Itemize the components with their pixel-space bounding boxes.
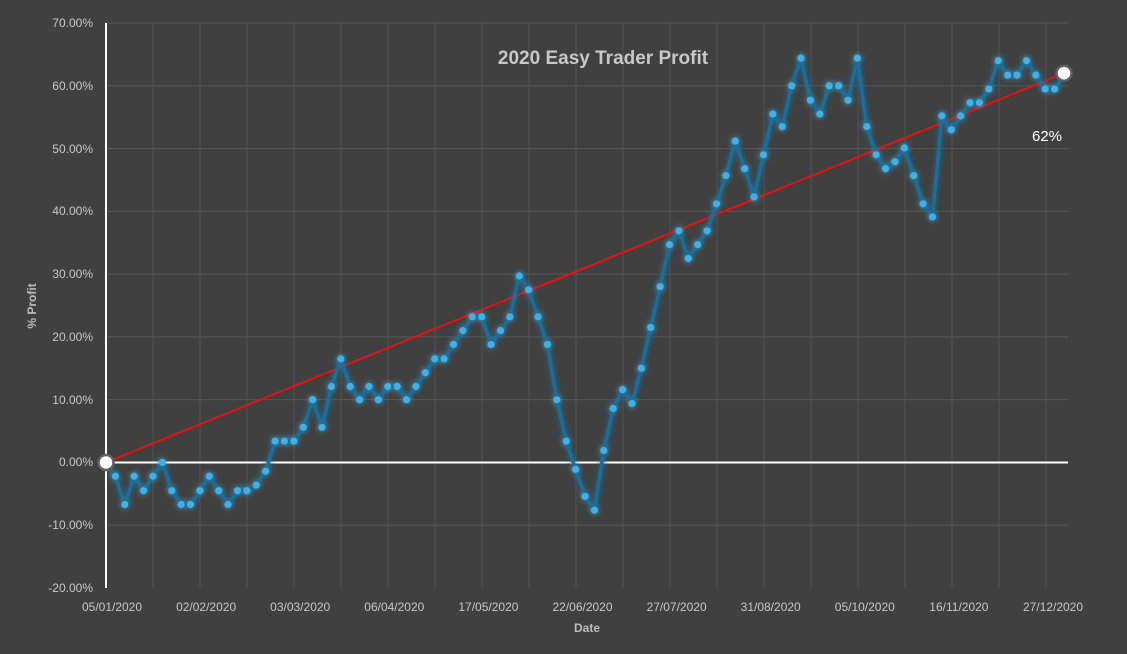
- y-tick-label: 20.00%: [52, 329, 93, 344]
- y-tick-label: 10.00%: [52, 392, 93, 407]
- y-tick-label: 0.00%: [58, 455, 93, 470]
- y-tick-label: 40.00%: [52, 204, 93, 219]
- x-tick-label: 05/10/2020: [834, 600, 895, 614]
- y-tick-label: 30.00%: [52, 267, 93, 282]
- endpoint-markers: [97, 64, 1073, 472]
- trend-line: [105, 72, 1065, 464]
- y-tick-label: 70.00%: [52, 16, 93, 30]
- x-tick-label: 17/05/2020: [458, 600, 519, 614]
- x-tick-label: 03/03/2020: [270, 600, 331, 614]
- y-tick-label: -10.00%: [48, 518, 93, 533]
- x-tick-label: 31/08/2020: [740, 600, 801, 614]
- x-axis-label: Date: [573, 621, 601, 635]
- x-tick-label: 16/11/2020: [929, 600, 989, 614]
- y-axis-label: % Profit: [25, 283, 39, 329]
- x-tick-label: 27/12/2020: [1022, 600, 1084, 614]
- chart-title: 2020 Easy Trader Profit: [497, 48, 709, 69]
- y-tick-label: 60.00%: [52, 78, 93, 93]
- final-profit-label: 62%: [1032, 128, 1063, 145]
- x-tick-label: 22/06/2020: [552, 600, 613, 614]
- x-tick-label: 27/07/2020: [646, 600, 707, 614]
- y-tick-label: -20.00%: [48, 581, 93, 595]
- y-tick-label: 50.00%: [52, 141, 93, 156]
- profit-series: [104, 54, 1066, 514]
- axes: [105, 23, 1068, 588]
- x-tick-label: 06/04/2020: [364, 600, 425, 614]
- gridlines: [106, 22, 1068, 588]
- x-tick-label: 02/02/2020: [176, 600, 237, 614]
- x-tick-label: 05/01/2020: [81, 600, 143, 614]
